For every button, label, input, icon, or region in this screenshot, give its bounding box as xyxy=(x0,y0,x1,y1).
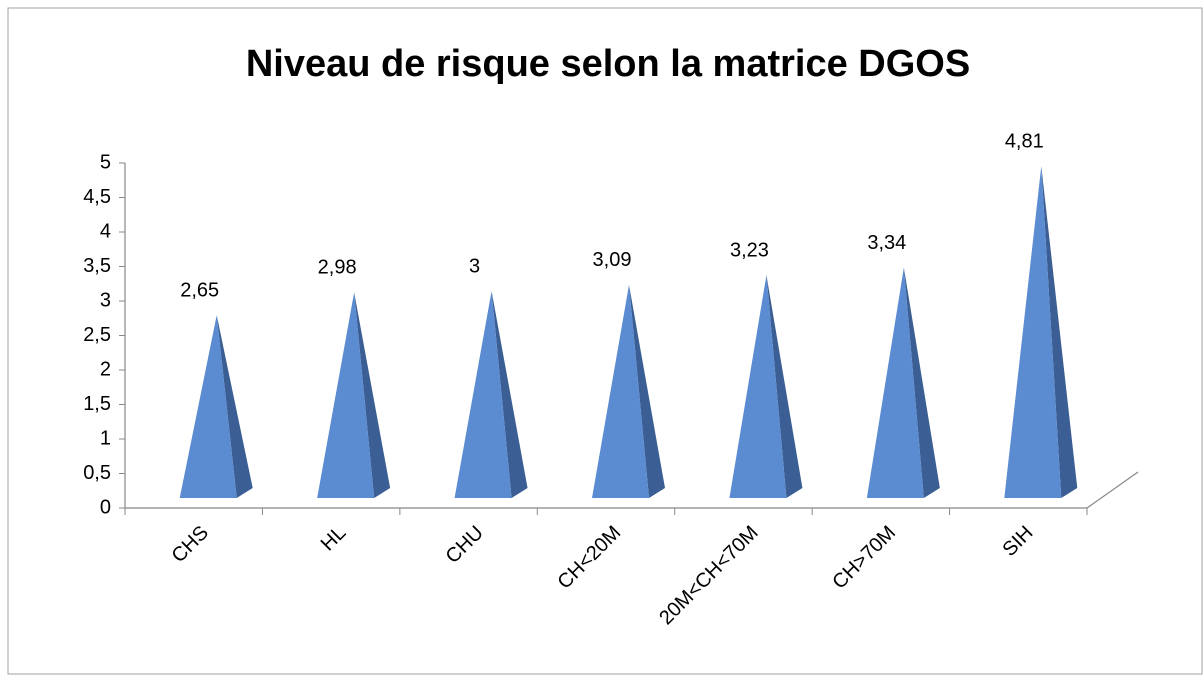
y-tick-label: 4 xyxy=(100,220,111,242)
pyramid-front xyxy=(454,291,512,498)
pyramid-side xyxy=(491,291,528,498)
pyramid-front xyxy=(179,315,237,498)
y-tick-label: 4,5 xyxy=(83,186,111,208)
data-label: 2,98 xyxy=(318,257,357,279)
pyramid-side xyxy=(354,292,391,498)
pyramid-side xyxy=(216,315,253,498)
data-label: 4,81 xyxy=(1005,130,1044,152)
data-label: 3 xyxy=(469,255,480,277)
y-tick-label: 3 xyxy=(100,289,111,311)
data-label: 2,65 xyxy=(180,279,219,301)
data-label: 3,34 xyxy=(867,232,906,254)
pyramid-front xyxy=(317,292,375,498)
y-tick-label: 2,5 xyxy=(83,324,111,346)
y-tick-label: 1 xyxy=(100,427,111,449)
y-tick-label: 0 xyxy=(100,496,111,518)
pyramid-front xyxy=(1004,166,1062,499)
pyramid-side xyxy=(1041,166,1078,499)
chart-frame xyxy=(7,7,1203,675)
pyramid-front xyxy=(592,284,649,498)
pyramid-front xyxy=(866,267,924,498)
pyramid-side xyxy=(766,275,803,498)
y-tick-label: 5 xyxy=(100,151,111,173)
y-tick-label: 2 xyxy=(100,358,111,380)
pyramid-front xyxy=(729,275,787,498)
data-label: 3,09 xyxy=(593,249,632,271)
y-tick-label: 0,5 xyxy=(83,462,111,484)
y-tick-label: 3,5 xyxy=(83,255,111,277)
y-tick-label: 1,5 xyxy=(83,393,111,415)
data-label: 3,23 xyxy=(730,239,769,261)
chart-title: Niveau de risque selon la matrice DGOS xyxy=(246,43,970,85)
pyramid-side xyxy=(629,284,665,498)
pyramid-side xyxy=(903,267,940,498)
